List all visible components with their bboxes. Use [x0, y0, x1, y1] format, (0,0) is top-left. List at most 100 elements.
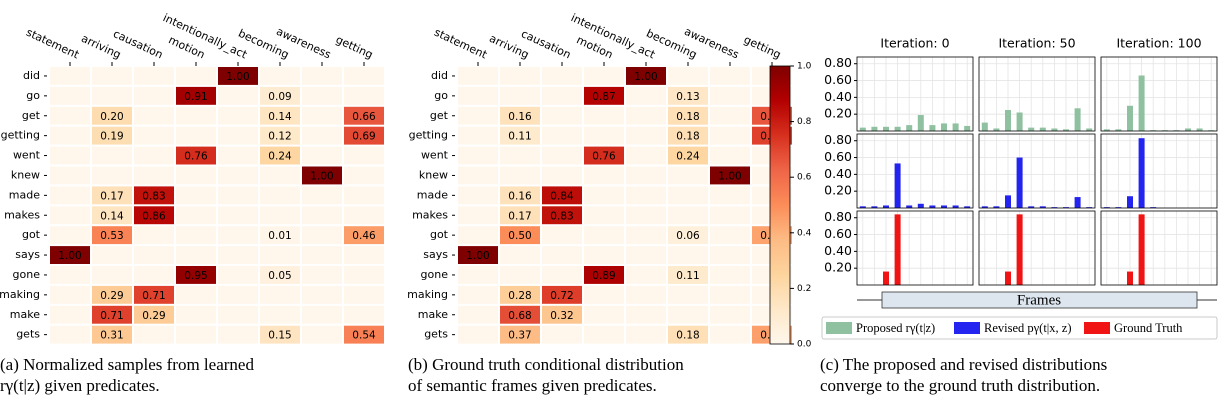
cell-label: 1.00	[718, 170, 741, 182]
empty-cell	[626, 305, 666, 324]
cell	[500, 106, 540, 125]
bar	[894, 214, 901, 285]
empty-cell	[626, 226, 666, 245]
empty-cell	[710, 305, 750, 324]
empty-cell	[542, 146, 582, 165]
cell-label: 0.15	[268, 330, 291, 342]
empty-cell	[710, 226, 750, 245]
empty-cell	[668, 186, 708, 205]
empty-cell	[134, 67, 174, 85]
x-axis-label: Frames	[1017, 292, 1061, 308]
empty-cell	[218, 146, 258, 165]
empty-cell	[344, 166, 384, 185]
cell	[92, 206, 132, 225]
bar	[1103, 129, 1110, 131]
empty-cell	[260, 166, 300, 185]
cell-label: 0.19	[100, 131, 123, 143]
panel-frame	[1100, 56, 1218, 132]
cell-label: 0.24	[268, 151, 292, 163]
empty-cell	[92, 266, 132, 284]
cell-label: 0.53	[100, 230, 123, 242]
y-tick-label: 0.80	[824, 209, 852, 224]
empty-cell	[218, 86, 258, 105]
colorbar-tick-label: 0.2	[797, 284, 811, 294]
empty-cell	[134, 246, 174, 264]
cell	[344, 325, 384, 344]
y-tick-label: did	[431, 69, 448, 82]
bar	[1016, 112, 1023, 131]
empty-cell	[458, 166, 498, 185]
empty-cell	[134, 325, 174, 344]
empty-cell	[542, 226, 582, 245]
legend-swatch	[1084, 322, 1110, 334]
bar	[981, 122, 988, 131]
cell-label: 0.37	[508, 330, 531, 342]
cell	[458, 246, 498, 264]
empty-cell	[344, 86, 384, 105]
y-tick-label: go	[434, 89, 448, 102]
cell	[302, 166, 342, 185]
cell	[260, 86, 300, 105]
legend-swatch	[826, 322, 852, 334]
cell	[260, 226, 300, 245]
column-title: Iteration: 0	[880, 36, 949, 51]
bar	[1138, 138, 1145, 208]
cell-label: 0.66	[352, 111, 376, 123]
empty-cell	[710, 67, 750, 85]
empty-cell	[176, 226, 216, 245]
empty-cell	[50, 325, 90, 344]
bar	[993, 206, 1000, 208]
y-tick-label: get	[430, 109, 449, 122]
empty-cell	[50, 186, 90, 205]
bar	[859, 206, 866, 208]
empty-cell	[542, 86, 582, 105]
cell-label: 0.32	[550, 310, 573, 322]
cell	[134, 285, 174, 304]
empty-cell	[134, 226, 174, 245]
y-tick-label: gone	[13, 268, 41, 281]
y-tick-label: knew	[11, 168, 40, 181]
bar	[1115, 207, 1122, 208]
caption: rγ(t|z) given predicates.	[0, 376, 160, 395]
cell-label: 0.71	[100, 310, 123, 322]
x-tick-label: getting	[742, 33, 783, 61]
empty-cell	[176, 126, 216, 145]
y-tick-label: 0.20	[824, 106, 852, 121]
empty-cell	[500, 86, 540, 105]
panel-frame	[1100, 133, 1218, 209]
bar	[1086, 207, 1093, 208]
y-tick-label: went	[13, 149, 41, 162]
colorbar-tick-label: 0.6	[797, 173, 812, 183]
y-tick-label: gone	[421, 268, 449, 281]
empty-cell	[542, 166, 582, 185]
cell	[500, 206, 540, 225]
cell-label: 0.06	[676, 230, 700, 242]
panel-frame	[1100, 210, 1218, 286]
empty-cell	[50, 126, 90, 145]
empty-cell	[458, 86, 498, 105]
cell	[500, 305, 540, 324]
bar	[1138, 214, 1145, 285]
empty-cell	[710, 285, 750, 304]
empty-cell	[458, 266, 498, 284]
empty-cell	[302, 146, 342, 165]
cell-label: 1.00	[58, 250, 81, 262]
cell	[668, 126, 708, 145]
empty-cell	[176, 285, 216, 304]
empty-cell	[626, 126, 666, 145]
bar	[1127, 105, 1133, 131]
empty-cell	[176, 67, 216, 85]
empty-cell	[458, 186, 498, 205]
x-tick-label: statement	[24, 26, 81, 62]
bar	[1074, 197, 1081, 208]
bar	[1051, 128, 1058, 131]
empty-cell	[302, 246, 342, 264]
empty-cell	[668, 246, 708, 264]
cell	[668, 106, 708, 125]
cell	[584, 266, 624, 284]
y-tick-label: went	[421, 149, 449, 162]
empty-cell	[344, 186, 384, 205]
empty-cell	[260, 285, 300, 304]
cell-label: 0.20	[100, 111, 123, 123]
bar	[929, 205, 936, 208]
